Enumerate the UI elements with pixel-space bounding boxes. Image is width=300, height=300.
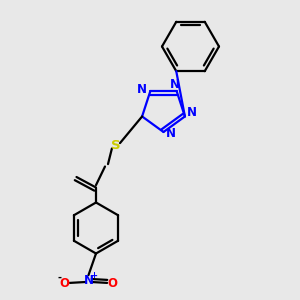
Text: O: O bbox=[107, 277, 118, 290]
Text: N: N bbox=[137, 83, 147, 96]
Text: +: + bbox=[90, 271, 98, 280]
Text: -: - bbox=[57, 273, 61, 283]
Text: N: N bbox=[187, 106, 196, 119]
Text: N: N bbox=[166, 127, 176, 140]
Text: O: O bbox=[59, 277, 70, 290]
Text: S: S bbox=[111, 139, 120, 152]
Text: N: N bbox=[83, 274, 94, 287]
Text: N: N bbox=[170, 78, 180, 91]
